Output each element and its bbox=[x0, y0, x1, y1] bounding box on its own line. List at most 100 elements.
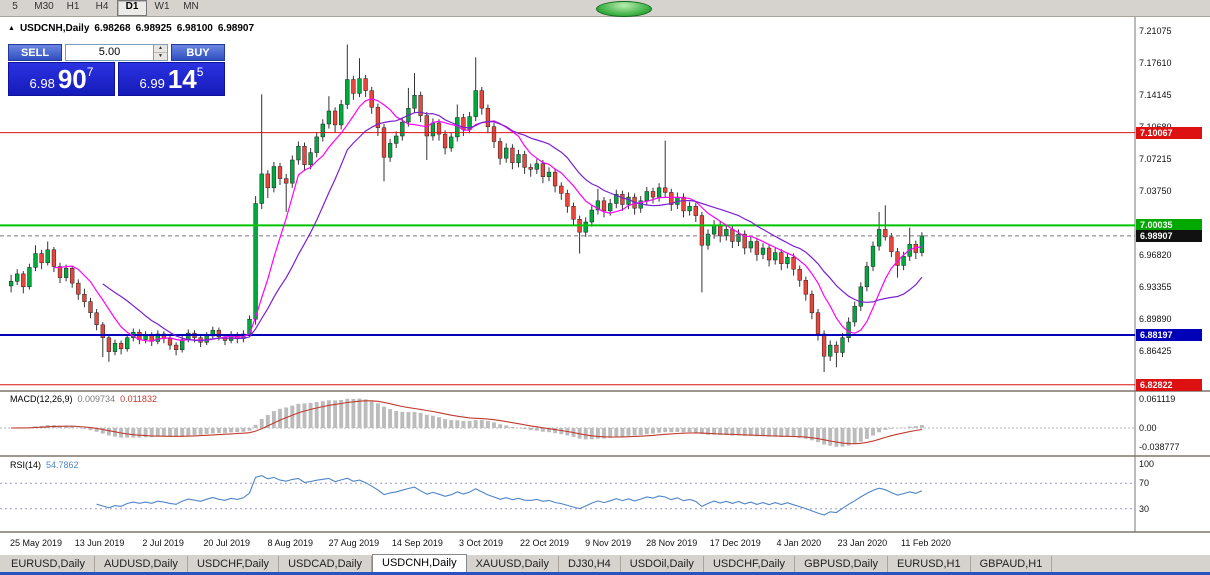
header-low: 6.98100 bbox=[176, 23, 213, 34]
buy-price-big: 14 bbox=[167, 64, 197, 94]
horizontal-level-lines[interactable] bbox=[0, 132, 1135, 386]
rsi-indicator-label: RSI(14) 54.7862 bbox=[10, 460, 84, 470]
chart-tab-usdchf-daily[interactable]: USDCHF,Daily bbox=[703, 556, 796, 572]
timeframe-button-mn[interactable]: MN bbox=[183, 1, 199, 12]
sell-price-sup: 7 bbox=[86, 65, 94, 79]
buy-button[interactable]: BUY bbox=[171, 44, 225, 61]
date-axis-label: 22 Oct 2019 bbox=[520, 538, 570, 548]
axis-label: 6.93355 bbox=[1139, 282, 1172, 293]
rsi-name: RSI(14) bbox=[10, 460, 42, 470]
one-click-trade-panel: SELL 5.00 ▲ ▼ BUY 6.98 90 7 6.99 14 5 bbox=[8, 44, 225, 96]
date-axis-label: 25 May 2019 bbox=[9, 538, 63, 548]
chart-background bbox=[0, 17, 1210, 554]
green-indicator-pill bbox=[596, 1, 652, 17]
date-axis-label: 4 Jan 2020 bbox=[776, 538, 822, 548]
axis-label: 7.21075 bbox=[1139, 25, 1172, 36]
chart-tab-usdchf-daily[interactable]: USDCHF,Daily bbox=[187, 556, 280, 572]
volume-control[interactable]: 5.00 ▲ ▼ bbox=[65, 44, 168, 61]
sell-price-box[interactable]: 6.98 90 7 bbox=[8, 62, 115, 96]
candlesticks bbox=[8, 44, 925, 372]
date-axis-label: 28 Nov 2019 bbox=[646, 538, 698, 548]
volume-stepper[interactable]: ▲ ▼ bbox=[153, 45, 167, 60]
chart-tab-usdcnh-daily[interactable]: USDCNH,Daily bbox=[372, 554, 467, 572]
axis-label: 7.14145 bbox=[1139, 89, 1172, 100]
timeframe-button-h1[interactable]: H1 bbox=[66, 1, 80, 12]
price-line-label: 7.00035 bbox=[1136, 219, 1202, 232]
date-axis-label: 3 Oct 2019 bbox=[458, 538, 503, 548]
axis-label: 6.86425 bbox=[1139, 346, 1172, 357]
date-axis-label: 9 Nov 2019 bbox=[585, 538, 632, 548]
header-open: 6.98268 bbox=[94, 23, 131, 34]
timeframe-button-h4[interactable]: H4 bbox=[95, 1, 109, 12]
axis-label: 7.17610 bbox=[1139, 57, 1172, 68]
date-axis-label: 20 Jul 2019 bbox=[203, 538, 250, 548]
price-line-label: 7.10067 bbox=[1136, 126, 1202, 139]
macd-signal-line bbox=[11, 400, 922, 445]
stepper-down-icon[interactable]: ▼ bbox=[154, 53, 167, 60]
rsi-value: 54.7862 bbox=[46, 460, 79, 470]
chart-tab-bar: EURUSD,Daily AUDUSD,Daily USDCHF,Daily USDC… bbox=[0, 554, 1210, 572]
date-axis-label: 13 Jun 2019 bbox=[74, 538, 125, 548]
chart-tab-usdcad-daily[interactable]: USDCAD,Daily bbox=[279, 556, 373, 572]
chart-tab-usdoil-daily[interactable]: USDOil,Daily bbox=[620, 556, 704, 572]
date-axis-label: 11 Feb 2020 bbox=[901, 538, 951, 548]
axis-label: 0.00 bbox=[1139, 423, 1157, 433]
chart-tab-audusd-daily[interactable]: AUDUSD,Daily bbox=[94, 556, 188, 572]
macd-histogram bbox=[15, 398, 924, 447]
price-line-label: 6.98907 bbox=[1136, 229, 1202, 242]
date-axis-label: 8 Aug 2019 bbox=[267, 538, 314, 548]
date-axis-label: 14 Sep 2019 bbox=[391, 538, 443, 548]
triangle-marker-icon: ▲ bbox=[8, 25, 15, 32]
price-line-label: 6.82822 bbox=[1136, 378, 1202, 391]
buy-price-base: 6.99 bbox=[139, 76, 165, 91]
axis-label: 6.96820 bbox=[1139, 250, 1172, 261]
ma-line-8 bbox=[53, 98, 923, 342]
sell-price-big: 90 bbox=[57, 64, 87, 94]
axis-label: 30 bbox=[1139, 503, 1150, 514]
panel-separators bbox=[0, 17, 1210, 533]
ma-line-16 bbox=[102, 111, 923, 342]
header-high: 6.98925 bbox=[135, 23, 172, 34]
chart-tab-dj30-h4[interactable]: DJ30,H4 bbox=[558, 556, 621, 572]
axis-label: 7.03750 bbox=[1139, 186, 1172, 196]
buy-price-box[interactable]: 6.99 14 5 bbox=[118, 62, 225, 96]
timeframe-button-w1[interactable]: W1 bbox=[154, 1, 170, 12]
window-bottom-border bbox=[0, 572, 1210, 575]
macd-main-value: 0.009734 bbox=[77, 394, 116, 404]
axis-label: 6.89890 bbox=[1139, 314, 1172, 325]
chart-tab-gbpaud-h1[interactable]: GBPAUD,H1 bbox=[970, 556, 1053, 572]
header-close: 6.98907 bbox=[217, 23, 255, 34]
axis-label: 100 bbox=[1139, 459, 1155, 469]
buy-price-sup: 5 bbox=[196, 65, 204, 79]
macd-indicator-label: MACD(12,26,9) 0.009734 0.011832 bbox=[10, 394, 162, 404]
axis-label: -0.038777 bbox=[1139, 441, 1180, 452]
date-axis-label: 27 Aug 2019 bbox=[328, 538, 380, 548]
date-axis-label: 2 Jul 2019 bbox=[142, 538, 184, 548]
macd-name: MACD(12,26,9) bbox=[10, 394, 73, 404]
axis-label: 7.07215 bbox=[1139, 154, 1172, 164]
axis-label: 70 bbox=[1139, 478, 1150, 489]
chart-tab-gbpusd-daily[interactable]: GBPUSD,Daily bbox=[795, 556, 889, 572]
volume-value[interactable]: 5.00 bbox=[98, 46, 121, 58]
chart-tab-xauusd-daily[interactable]: XAUUSD,Daily bbox=[466, 556, 559, 572]
date-axis-label: 23 Jan 2020 bbox=[837, 538, 888, 548]
chart-tabs: EURUSD,Daily AUDUSD,Daily USDCHF,Daily USDC… bbox=[2, 554, 1053, 572]
sell-button[interactable]: SELL bbox=[8, 44, 62, 61]
stepper-up-icon[interactable]: ▲ bbox=[154, 45, 167, 53]
timeframe-button-5[interactable]: 5 bbox=[12, 1, 18, 12]
timeframe-buttons: 5 M30 H1 H4 D1 W1 MN bbox=[1, 0, 205, 16]
time-axis[interactable]: 25 May 2019 13 Jun 2019 2 Jul 2019 20 Jul 2… bbox=[0, 533, 1135, 554]
timeframe-button-m30[interactable]: M30 bbox=[34, 1, 54, 12]
timeframe-button-d1[interactable]: D1 bbox=[117, 0, 147, 16]
sell-price-base: 6.98 bbox=[29, 76, 55, 91]
macd-signal-value: 0.011832 bbox=[120, 394, 157, 404]
date-axis-label: 17 Dec 2019 bbox=[709, 538, 761, 548]
ohlc-header: ▲ USDCNH,Daily 6.98268 6.98925 6.98100 6.9890… bbox=[8, 23, 259, 34]
price-line-label: 6.88197 bbox=[1136, 329, 1202, 341]
chart-tab-eurusd-daily[interactable]: EURUSD,Daily bbox=[2, 556, 95, 572]
header-symbol: USDCNH,Daily bbox=[19, 23, 90, 34]
chart-tab-eurusd-h1[interactable]: EURUSD,H1 bbox=[888, 556, 971, 572]
rsi-line bbox=[96, 475, 923, 516]
